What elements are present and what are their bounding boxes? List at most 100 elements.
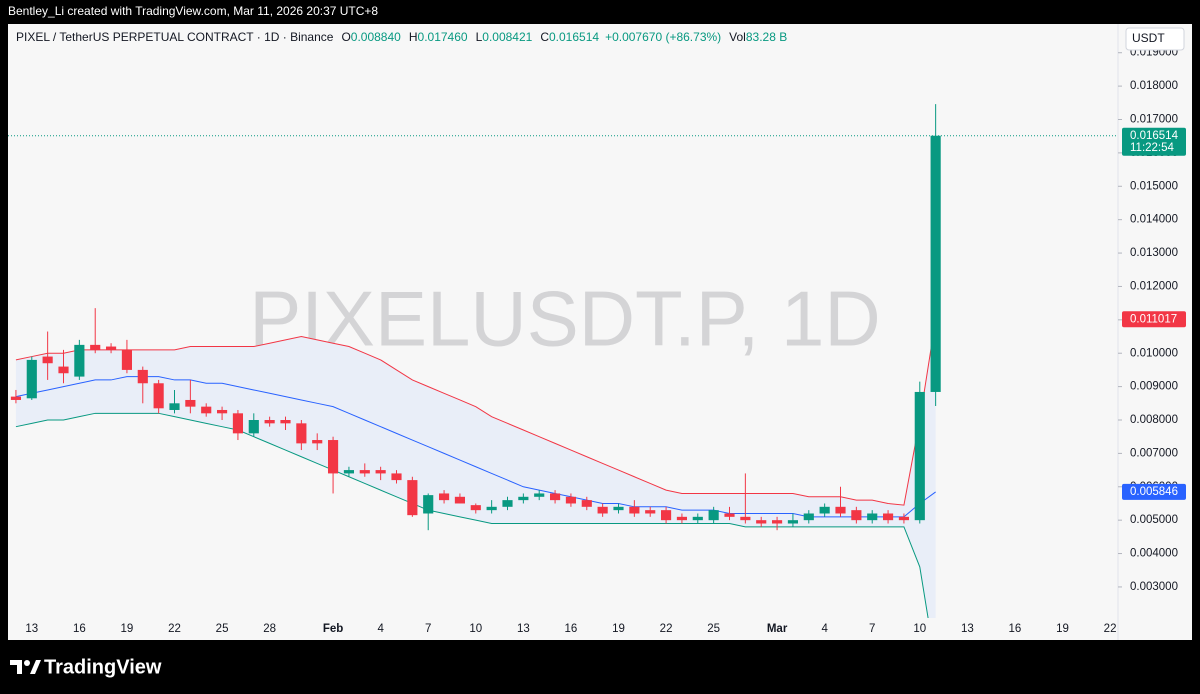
legend-label: L <box>476 30 483 44</box>
legend: PIXEL / TetherUS PERPETUAL CONTRACT · 1D… <box>16 30 787 44</box>
candle-body <box>470 505 481 511</box>
candle-body <box>296 423 307 444</box>
currency[interactable]: USDT <box>1132 31 1165 45</box>
candle-body <box>597 506 608 514</box>
candle-body <box>756 520 767 524</box>
y-tick-label: 0.007000 <box>1130 447 1178 459</box>
x-tick-label: 22 <box>168 623 181 635</box>
candle-body <box>391 473 402 481</box>
logo-shape <box>30 660 41 674</box>
band-line <box>15 319 937 506</box>
x-tick-label: 16 <box>73 623 86 635</box>
legend-label: O <box>341 30 350 44</box>
x-tick-label: 19 <box>1056 623 1069 635</box>
y-tick-label: 0.008000 <box>1130 414 1178 426</box>
x-tick-label: 25 <box>707 623 720 635</box>
candle-body <box>216 409 228 414</box>
y-tick-label: 0.005000 <box>1130 514 1178 526</box>
legend-value: 0.008840 <box>351 30 401 44</box>
candle-body <box>930 135 941 392</box>
legend-value: 0.017460 <box>418 30 468 44</box>
candle-body <box>248 420 259 434</box>
candle-body <box>343 470 355 474</box>
candle-body <box>327 440 339 474</box>
candle-body <box>771 520 783 524</box>
x-tick-label: Mar <box>767 623 788 635</box>
x-tick-label: 7 <box>425 623 431 635</box>
candle-body <box>423 495 434 514</box>
x-tick-label: 22 <box>660 623 673 635</box>
price-label: 0.011017 <box>1130 313 1177 325</box>
x-tick-label: 16 <box>565 623 578 635</box>
candle-body <box>629 506 640 514</box>
y-tick-label: 0.012000 <box>1130 280 1178 292</box>
legend-change: +0.007670 (+86.73%) <box>605 30 721 44</box>
legend-value: 83.28 B <box>746 30 787 44</box>
candle-body <box>819 506 830 514</box>
legend-value: 0.016514 <box>549 30 599 44</box>
candle-body <box>10 396 22 400</box>
candle-body <box>645 510 656 514</box>
candle-body <box>312 440 323 444</box>
candle-body <box>232 413 244 434</box>
countdown: 11:22:54 <box>1130 142 1175 154</box>
candle-body <box>201 406 212 414</box>
candle-body <box>676 516 688 521</box>
chart-background <box>8 24 1192 640</box>
candle-body <box>74 344 85 377</box>
candle-body <box>724 513 735 517</box>
x-tick-label: 4 <box>821 623 828 635</box>
candle-body <box>534 493 545 497</box>
candle-body <box>581 500 592 507</box>
candle-body <box>914 391 925 521</box>
logo-shape <box>10 660 22 674</box>
legend-label: C <box>540 30 549 44</box>
candle-body <box>105 346 117 350</box>
candle-body <box>803 513 814 521</box>
x-tick-label: 13 <box>517 623 530 635</box>
price-label: 0.016514 <box>1130 130 1179 142</box>
candle-body <box>708 510 719 521</box>
candle-body <box>42 356 53 364</box>
x-tick-label: 13 <box>961 623 974 635</box>
header: Bentley_Li created with TradingView.com,… <box>8 4 378 18</box>
y-tick-label: 0.004000 <box>1130 548 1178 560</box>
legend-symbol: PIXEL / TetherUS PERPETUAL CONTRACT · 1D… <box>16 30 334 44</box>
candle-body <box>882 513 894 521</box>
candle-body <box>185 399 196 407</box>
candle-body <box>549 493 561 501</box>
y-tick-label: 0.009000 <box>1130 381 1178 393</box>
candle-body <box>375 470 386 474</box>
candle-body <box>835 506 846 514</box>
x-tick-label: 16 <box>1009 623 1022 635</box>
legend-value: 0.008421 <box>482 30 532 44</box>
candle-body <box>90 344 101 350</box>
watermark: PIXELUSDT.P, 1D <box>249 275 881 363</box>
candle-body <box>359 470 370 474</box>
plot <box>8 104 1118 618</box>
x-tick-label: 22 <box>1104 623 1117 635</box>
candle-body <box>502 500 513 507</box>
candle-body <box>407 480 418 516</box>
currency-button[interactable] <box>1125 27 1185 51</box>
y-tick-label: 0.018000 <box>1130 80 1178 92</box>
candle-body <box>867 513 878 521</box>
candle-body <box>660 510 672 521</box>
candle-body <box>851 510 862 521</box>
price-label-box <box>1122 311 1186 328</box>
candle-body <box>692 516 703 521</box>
x-tick-label: 4 <box>377 623 384 635</box>
x-tick-label: 13 <box>25 623 38 635</box>
price-label-box <box>1122 127 1186 156</box>
x-tick-label: Feb <box>323 623 343 635</box>
candle-body <box>454 496 466 504</box>
y-tick-label: 0.013000 <box>1130 247 1178 259</box>
legend-label: Vol <box>729 30 746 44</box>
footer-logo-icon <box>10 660 41 674</box>
y-tick-label: 0.010000 <box>1130 347 1178 359</box>
candle-body <box>137 369 148 384</box>
candle-body <box>264 420 275 424</box>
x-tick-label: 19 <box>612 623 625 635</box>
legend-label: H <box>409 30 418 44</box>
